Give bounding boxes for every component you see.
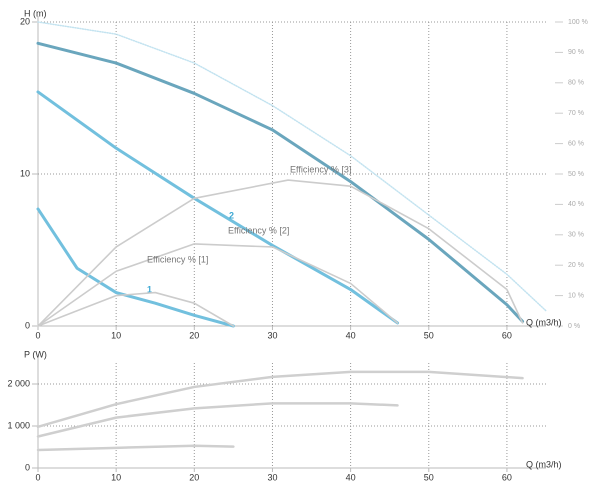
x-axis-label: Q (m3/h) [526,317,562,327]
series-line [36,370,524,429]
x-tick-label: 30 [267,472,277,482]
y2-tick-label: 90 % [568,49,584,56]
x-tick-label: 0 [35,472,40,482]
y2-tick-label: 80 % [568,80,584,87]
y-tick-label: 20 [20,16,30,26]
series-line [37,21,547,312]
x-tick-label: 40 [346,472,356,482]
y2-tick-label: 70 % [568,110,584,117]
series-line [36,402,399,438]
y-tick-label: 2 000 [7,378,30,388]
x-tick-label: 10 [111,472,121,482]
x-tick-label: 60 [502,330,512,340]
x-tick-label: 50 [424,330,434,340]
y-axis-label: P (W) [24,349,47,359]
y2-tick-label: 40 % [568,201,584,208]
y2-tick-label: 50 % [568,171,584,178]
x-tick-label: 0 [35,330,40,340]
series-line [36,90,400,325]
x-tick-label: 20 [189,330,199,340]
series-line [36,444,235,452]
x-tick-label: 60 [502,472,512,482]
x-tick-label: 10 [111,330,121,340]
y-axis-label: H (m) [24,8,47,18]
series-label: Efficiency % [1] [147,254,208,264]
x-tick-label: 20 [189,472,199,482]
series-line [37,179,524,327]
y2-tick-label: 60 % [568,140,584,147]
y-tick-label: 0 [25,462,30,472]
series-line [36,207,235,328]
series-label: 2 [229,210,234,220]
y-tick-label: 10 [20,168,30,178]
series-line [36,41,525,323]
x-tick-label: 40 [346,330,356,340]
x-tick-label: 30 [267,330,277,340]
y-tick-label: 1 000 [7,420,30,430]
y-tick-label: 0 [25,320,30,330]
series-label: Efficiency % [2] [228,225,289,235]
y2-tick-label: 100 % [568,19,588,26]
y2-tick-label: 10 % [568,292,584,299]
series-label: Efficiency % [3] [290,164,351,174]
series-line [37,243,399,327]
x-tick-label: 50 [424,472,434,482]
y2-tick-label: 20 % [568,262,584,269]
series-label: 1 [147,284,152,294]
series-line [37,291,235,327]
y2-tick-label: 30 % [568,232,584,239]
y2-tick-label: 0 % [568,323,580,330]
x-axis-label: Q (m3/h) [526,459,562,469]
